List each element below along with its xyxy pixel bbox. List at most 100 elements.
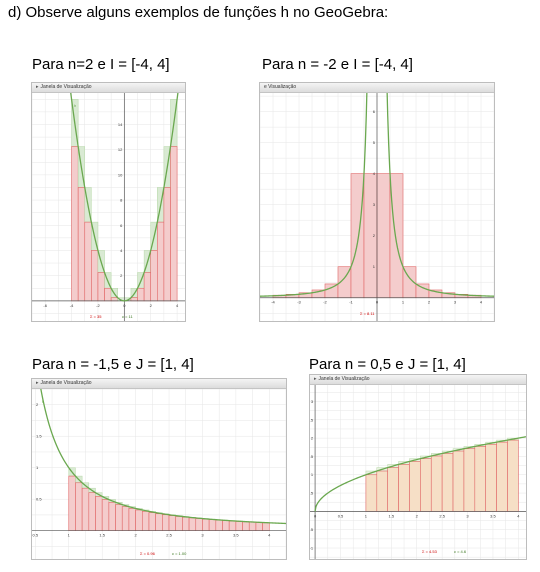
y-tick-label: 2.5 [310, 417, 314, 422]
upper-sum-label: c = 4.6 [454, 549, 467, 554]
lower-sum-bar [68, 475, 76, 531]
lower-sum-bar [208, 519, 217, 531]
lower-sum-label: Σ = 35 [90, 314, 102, 319]
lower-sum-bar [409, 461, 421, 512]
function-curve [314, 436, 526, 512]
function-curve [260, 93, 368, 297]
lower-sum-bar [81, 487, 90, 531]
x-tick-label: 0 [123, 303, 126, 308]
graph-canvas-2: -4 -3 -2 -1 0 1 2 3 4 1 2 3 4 5 6 Σ = 8.11 [260, 93, 494, 321]
geogebra-window-4: ▸ Janela de Visualização 0 0.5 1 1.5 2 2.5 3 3.5… [309, 374, 527, 560]
y-tick-label: 3 [311, 399, 314, 404]
lower-sum-bar [248, 521, 257, 531]
x-tick-label: 3 [466, 513, 469, 518]
x-tick-label: -2 [96, 303, 100, 308]
collapse-triangle-icon[interactable]: ▸ [314, 376, 317, 382]
x-tick-label: 4 [176, 303, 179, 308]
x-tick-label: 2 [150, 303, 153, 308]
y-tick-label: 2 [36, 402, 39, 407]
lower-sum-bar [157, 221, 165, 302]
x-tick-label: -4 [70, 303, 74, 308]
x-tick-label: 1 [402, 300, 405, 305]
collapse-triangle-icon[interactable]: ▸ [36, 84, 39, 90]
lower-sum-bar [170, 146, 178, 302]
lower-sum-bar [84, 221, 92, 302]
window-titlebar: ▸ Janela de Visualização [32, 83, 185, 93]
geogebra-window-1: ▸ Janela de Visualização -6 -4 -2 0 2 4 2 4 6 8 10 1… [31, 82, 186, 322]
riemann-bar [415, 283, 430, 299]
lower-sum-bar [110, 297, 119, 302]
lower-sum-bar [162, 514, 170, 531]
y-tick-label: 14 [118, 122, 123, 127]
x-tick-label: -6 [43, 303, 47, 308]
lower-sum-bar [441, 453, 454, 512]
lower-sum-bar [195, 518, 203, 531]
x-tick-label: 1.5 [99, 533, 105, 538]
x-tick-label: -4 [271, 300, 275, 305]
x-tick-label: 3.5 [233, 533, 239, 538]
y-tick-label: 0.5 [310, 491, 314, 496]
y-tick-label: 10 [118, 172, 123, 177]
x-tick-label: 0.5 [33, 533, 39, 538]
y-tick-label: 3 [373, 202, 376, 207]
y-tick-label: -0.5 [310, 527, 314, 532]
x-tick-label: 4 [480, 300, 483, 305]
question-heading: d) Observe alguns exemplos de funções h … [8, 4, 389, 21]
lower-sum-bar [97, 272, 105, 302]
lower-sum-bar [452, 450, 465, 512]
geogebra-window-3: ▸ Janela de Visualização 0.5 1 1.5 2 2.5 3 3.5 4… [31, 378, 287, 560]
caption-panel-1: Para n=2 e I = [-4, 4] [32, 56, 170, 73]
function-label: h [42, 399, 44, 404]
lower-sum-bar [365, 474, 378, 512]
lower-sum-bar [155, 513, 163, 531]
lower-sum-bar [148, 512, 156, 531]
caption-panel-3: Para n = -1,5 e J = [1, 4] [32, 356, 194, 373]
lower-sum-label: Σ = 4.53 [422, 549, 438, 554]
window-titlebar: ▸ Janela de Visualização [32, 379, 286, 389]
collapse-triangle-icon[interactable]: ▸ [36, 380, 39, 386]
lower-sum-bar [262, 522, 270, 531]
lower-sum-bar [175, 516, 183, 531]
x-tick-label: 2 [416, 513, 419, 518]
x-tick-label: 2.5 [166, 533, 172, 538]
x-tick-label: 0 [376, 300, 379, 305]
lower-sum-bar [101, 499, 110, 531]
x-tick-label: 1 [365, 513, 368, 518]
x-tick-label: 0.5 [338, 513, 344, 518]
lower-sum-bar [121, 506, 130, 531]
lower-sum-bar [235, 521, 243, 531]
lower-sum-bar [88, 492, 96, 531]
lower-sum-bar [398, 464, 410, 512]
y-tick-label: 2 [373, 233, 376, 238]
x-tick-label: -3 [297, 300, 301, 305]
lower-sum-bar [242, 521, 250, 531]
lower-sum-bar [115, 504, 123, 531]
y-tick-label: 1 [373, 264, 376, 269]
lower-sum-bar [75, 482, 83, 531]
lower-sum-bar [222, 520, 230, 531]
lower-sum-bar [130, 297, 138, 302]
y-tick-label: 1.5 [36, 434, 42, 439]
lower-sum-bar [141, 511, 150, 531]
riemann-bar [389, 173, 404, 299]
x-tick-label: 3 [454, 300, 457, 305]
caption-panel-2: Para n = -2 e I = [-4, 4] [262, 56, 413, 73]
x-tick-label: 4 [268, 533, 271, 538]
x-tick-label: 2.5 [439, 513, 445, 518]
lower-sum-bar [150, 250, 158, 302]
x-tick-label: 2 [134, 533, 137, 538]
window-title: Janela de Visualização [318, 376, 370, 382]
lower-sum-bar [95, 496, 103, 531]
window-title: e Visualização [264, 84, 297, 90]
lower-sum-bar [91, 250, 99, 302]
lower-sum-bar [128, 508, 136, 531]
x-tick-label: 1 [68, 533, 71, 538]
x-tick-label: 1.5 [389, 513, 395, 518]
lower-sum-bar [496, 441, 508, 512]
upper-sum-label: c = 1.00 [172, 551, 187, 556]
y-tick-label: 8 [120, 198, 123, 203]
window-titlebar: ▸ Janela de Visualização [310, 375, 526, 385]
lower-sum-bar [474, 446, 487, 512]
lower-sum-bar [387, 467, 399, 512]
